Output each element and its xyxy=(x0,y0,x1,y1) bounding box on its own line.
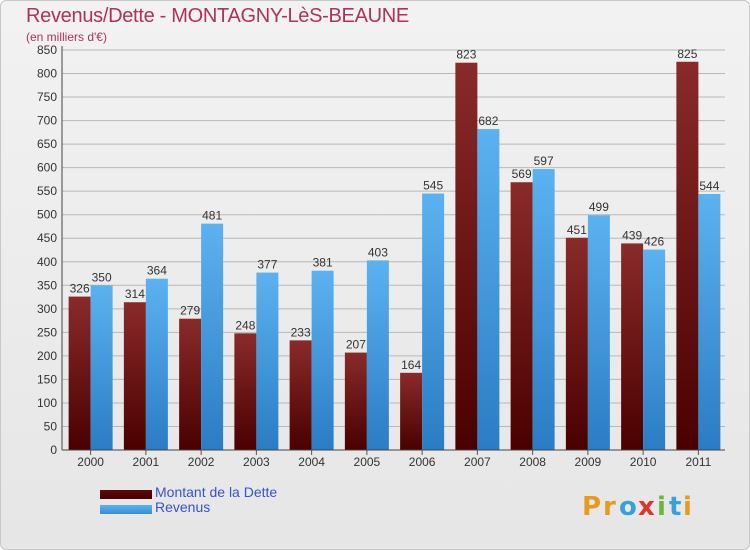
x-tick-label: 2009 xyxy=(575,455,602,469)
chart-subtitle: (en milliers d'€) xyxy=(26,30,107,44)
data-label-debt: 248 xyxy=(235,318,255,332)
legend-swatch-revenue xyxy=(100,505,152,514)
y-tick-label: 400 xyxy=(37,255,57,269)
grid-lines xyxy=(62,49,725,427)
y-tick-label: 600 xyxy=(37,161,57,175)
bar-revenue xyxy=(311,270,334,450)
bar-debt xyxy=(179,318,202,450)
y-tick-label: 100 xyxy=(37,396,57,410)
x-tick-label: 2008 xyxy=(519,455,546,469)
y-tick-label: 150 xyxy=(37,372,57,386)
data-label-debt: 569 xyxy=(512,167,532,181)
legend-label-debt: Montant de la Dette xyxy=(155,484,278,500)
data-label-debt: 823 xyxy=(456,48,476,62)
y-tick-label: 200 xyxy=(37,349,57,363)
data-label-revenue: 499 xyxy=(589,200,609,214)
chart-title: Revenus/Dette - MONTAGNY-LèS-BEAUNE xyxy=(26,5,409,27)
data-label-debt: 279 xyxy=(180,304,200,318)
legend-swatch-debt xyxy=(100,490,152,499)
bar-debt xyxy=(455,62,478,451)
data-label-revenue: 545 xyxy=(423,179,443,193)
bar-revenue xyxy=(90,285,113,450)
data-label-revenue: 544 xyxy=(699,179,719,193)
bar-debt xyxy=(510,182,533,450)
bar-debt xyxy=(344,352,367,450)
bar-revenue xyxy=(477,129,500,450)
data-label-debt: 326 xyxy=(70,282,90,296)
bars xyxy=(68,61,721,451)
x-tick-label: 2011 xyxy=(685,455,711,469)
data-label-revenue: 381 xyxy=(313,256,333,270)
data-label-debt: 164 xyxy=(401,358,421,372)
bar-revenue xyxy=(643,249,666,450)
y-axis-tick-labels: 0 50 100 150 200 250 300 350 400 450 500 550 600 650 7… xyxy=(37,43,57,457)
logo-letter: o xyxy=(619,492,637,522)
bar-debt xyxy=(68,296,91,450)
x-tick-label: 2000 xyxy=(77,455,104,469)
data-label-revenue: 403 xyxy=(368,245,388,259)
x-tick-label: 2006 xyxy=(409,455,436,469)
bar-debt xyxy=(676,61,699,450)
x-tick-label: 2003 xyxy=(243,455,270,469)
data-label-revenue: 377 xyxy=(257,258,277,272)
data-label-revenue: 426 xyxy=(644,235,664,249)
data-label-debt: 451 xyxy=(567,223,587,237)
x-tick-label: 2002 xyxy=(188,455,215,469)
logo-letter: t xyxy=(669,492,681,522)
x-tick-label: 2001 xyxy=(133,455,160,469)
logo-letter: P xyxy=(582,492,601,522)
data-label-revenue: 682 xyxy=(478,114,498,128)
data-label-revenue: 350 xyxy=(92,270,112,284)
logo-letter: x xyxy=(638,492,655,522)
x-tick-label: 2004 xyxy=(298,455,325,469)
y-tick-label: 700 xyxy=(37,114,57,128)
logo-letter: i xyxy=(683,492,692,522)
data-label-debt: 314 xyxy=(125,287,145,301)
y-tick-label: 500 xyxy=(37,208,57,222)
bar-debt xyxy=(565,237,588,450)
y-tick-label: 300 xyxy=(37,302,57,316)
bar-revenue xyxy=(366,260,389,450)
y-tick-label: 50 xyxy=(44,419,58,433)
x-axis-tick-labels: 2000 2001 2002 2003 2004 2005 2006 2007 2008 2009… xyxy=(77,450,712,469)
y-tick-label: 350 xyxy=(37,278,57,292)
x-tick-label: 2007 xyxy=(464,455,491,469)
bar-revenue xyxy=(698,194,721,450)
y-tick-label: 250 xyxy=(37,325,57,339)
y-tick-label: 750 xyxy=(37,90,57,104)
bar-debt xyxy=(234,333,257,450)
y-tick-label: 0 xyxy=(50,443,57,457)
bar-debt xyxy=(400,372,423,450)
bar-revenue xyxy=(587,215,610,450)
bar-revenue xyxy=(422,193,445,450)
data-label-debt: 439 xyxy=(622,228,642,242)
data-label-debt: 207 xyxy=(346,338,366,352)
bar-revenue xyxy=(145,278,168,450)
bar-revenue xyxy=(256,272,279,450)
bar-revenue xyxy=(532,169,555,450)
bar-debt xyxy=(621,243,644,450)
bar-revenue xyxy=(201,223,224,450)
legend-label-revenue: Revenus xyxy=(155,499,211,515)
data-label-revenue: 597 xyxy=(534,154,554,168)
logo-letter: i xyxy=(657,492,666,522)
data-label-debt: 233 xyxy=(291,325,311,339)
bar-debt xyxy=(289,340,312,450)
y-tick-label: 800 xyxy=(37,67,57,81)
bar-debt xyxy=(123,302,146,450)
x-tick-label: 2005 xyxy=(354,455,381,469)
data-label-revenue: 481 xyxy=(202,209,222,223)
logo-letter: r xyxy=(603,492,616,522)
axes xyxy=(61,46,725,451)
y-tick-label: 650 xyxy=(37,137,57,151)
data-label-debt: 825 xyxy=(677,47,697,61)
x-tick-label: 2010 xyxy=(630,455,657,469)
y-tick-label: 450 xyxy=(37,231,57,245)
y-tick-label: 550 xyxy=(37,184,57,198)
y-tick-label: 850 xyxy=(37,43,57,57)
data-label-revenue: 364 xyxy=(147,264,167,278)
